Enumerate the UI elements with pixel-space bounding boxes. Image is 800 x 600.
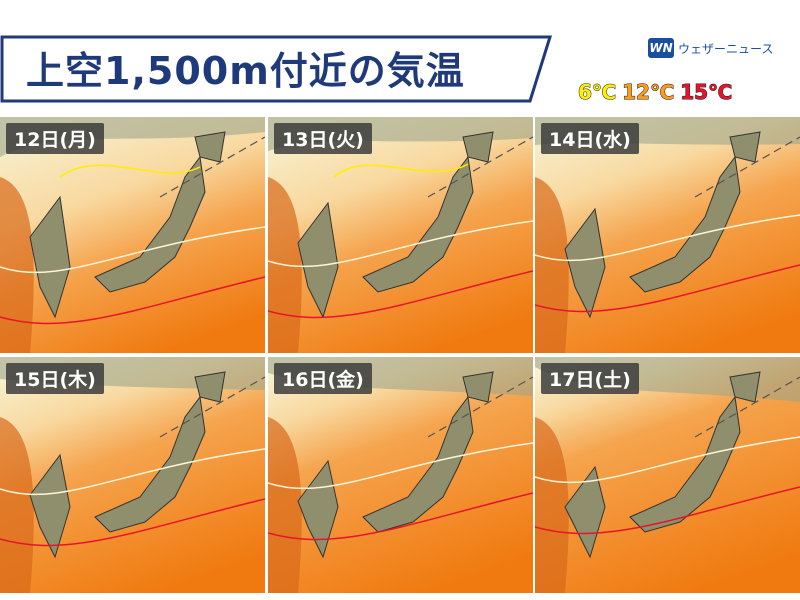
brand: ウェザーニュース xyxy=(678,42,774,56)
panel-label: 13日(火) xyxy=(274,123,372,154)
legend: 6℃ 12℃ 15℃ xyxy=(577,80,733,105)
logo: WN xyxy=(648,38,674,58)
panel-label: 12日(月) xyxy=(6,123,104,154)
panel-label: 17日(土) xyxy=(541,363,639,394)
legend-label: 15℃ xyxy=(680,80,733,105)
map-panel: 12日(月) xyxy=(0,117,265,353)
map xyxy=(268,117,533,353)
panel-label: 14日(水) xyxy=(541,123,639,154)
panel-label: 15日(木) xyxy=(6,363,104,394)
title: 上空1,500m付近の気温 xyxy=(26,49,465,93)
map-panel: 13日(火) xyxy=(268,117,533,353)
map-panel: 14日(水) xyxy=(535,117,800,353)
legend-label: 6℃ xyxy=(577,80,617,105)
title-box xyxy=(0,35,552,103)
map xyxy=(0,117,265,353)
map-panel: 15日(木) xyxy=(0,357,265,593)
legend-label: 12℃ xyxy=(622,80,675,105)
map-panel: 16日(金) xyxy=(268,357,533,593)
map-panel: 17日(土) xyxy=(535,357,800,593)
map xyxy=(268,357,533,593)
map xyxy=(0,357,265,593)
panel-label: 16日(金) xyxy=(274,363,372,394)
map xyxy=(535,117,800,353)
